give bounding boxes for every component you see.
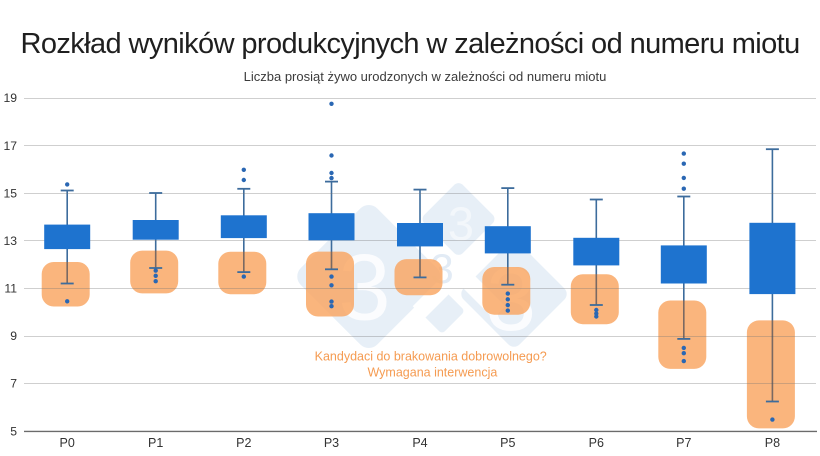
svg-text:P3: P3: [324, 436, 339, 450]
svg-text:P5: P5: [500, 436, 515, 450]
svg-text:17: 17: [3, 139, 17, 153]
svg-text:19: 19: [3, 91, 17, 105]
svg-text:Liczba prosiąt żywo urodzonych: Liczba prosiąt żywo urodzonych w zależno…: [244, 69, 607, 84]
svg-text:P2: P2: [236, 436, 251, 450]
svg-text:7: 7: [10, 377, 17, 391]
svg-text:13: 13: [3, 234, 17, 248]
svg-text:15: 15: [3, 186, 17, 200]
svg-text:P7: P7: [676, 436, 691, 450]
svg-text:9: 9: [10, 329, 17, 343]
svg-text:Rozkład wyników produkcyjnych: Rozkład wyników produkcyjnych w zależnoś…: [21, 28, 800, 60]
svg-text:P8: P8: [765, 436, 780, 450]
svg-text:5: 5: [10, 424, 17, 438]
svg-text:11: 11: [4, 282, 17, 296]
svg-text:P1: P1: [148, 436, 163, 450]
svg-text:Wymagana interwencja: Wymagana interwencja: [367, 365, 497, 379]
svg-text:P6: P6: [589, 436, 604, 450]
svg-text:P4: P4: [412, 436, 427, 450]
svg-text:P0: P0: [60, 436, 75, 450]
svg-text:3: 3: [448, 197, 474, 250]
svg-text:Kandydaci do brakowania dobrow: Kandydaci do brakowania dobrowolnego?: [315, 349, 547, 363]
